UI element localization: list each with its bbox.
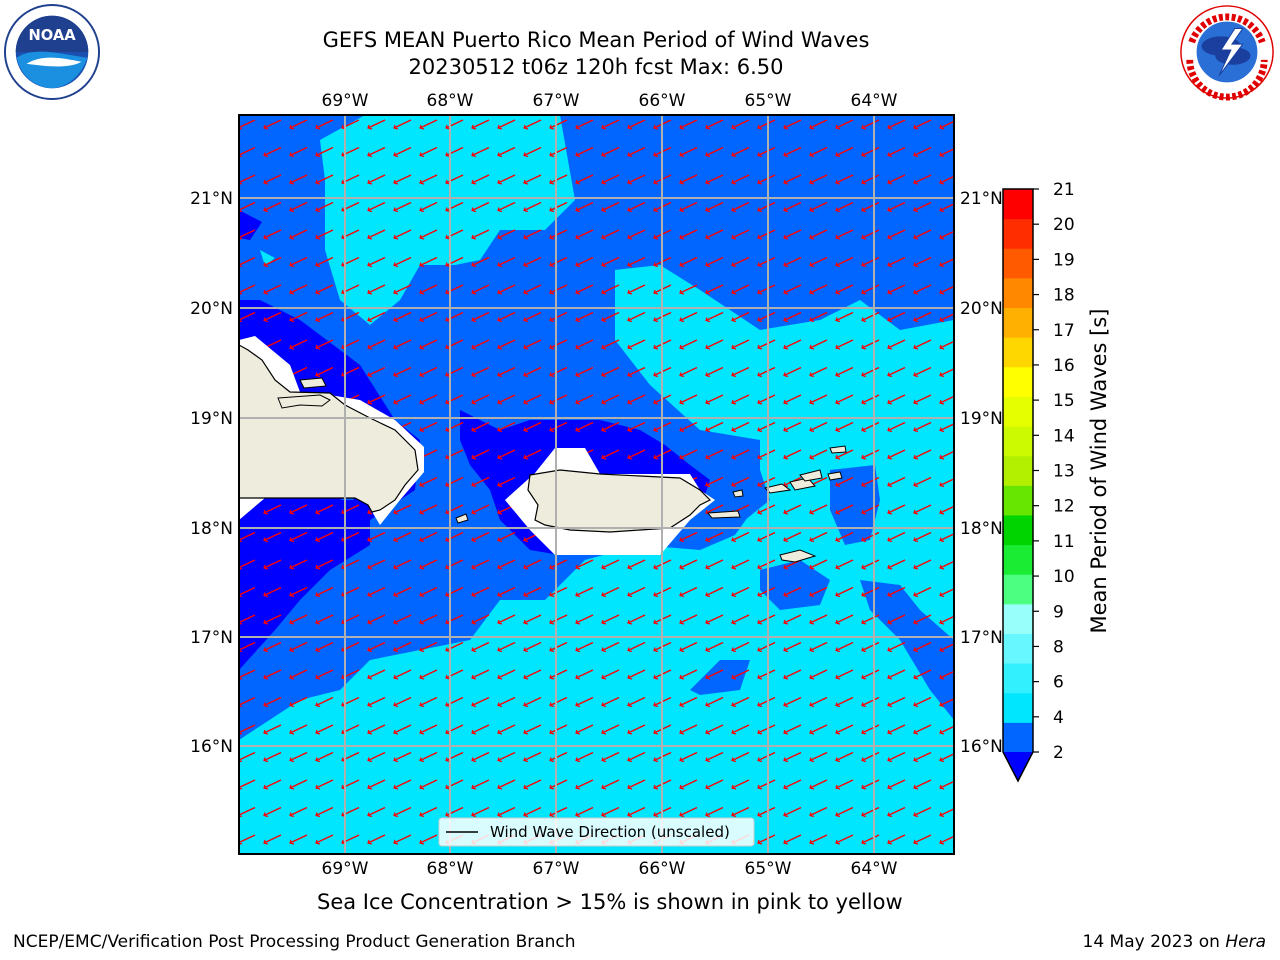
lon-label: 65°W bbox=[745, 91, 792, 111]
lon-label: 67°W bbox=[533, 91, 580, 111]
map-frame bbox=[238, 114, 955, 855]
lat-label: 20°N bbox=[960, 299, 1003, 319]
colorbar-tick-label: 15 bbox=[1053, 391, 1075, 411]
colorbar-segment bbox=[1003, 514, 1033, 546]
colorbar-under-triangle bbox=[1003, 752, 1033, 781]
colorbar-segment bbox=[1003, 396, 1033, 427]
lon-label: 68°W bbox=[427, 859, 474, 879]
lat-label: 18°N bbox=[190, 519, 233, 539]
lat-label: 16°N bbox=[960, 737, 1003, 757]
st-john-island bbox=[789, 477, 816, 491]
lat-label: 18°N bbox=[960, 519, 1003, 539]
colorbar-tick-label: 18 bbox=[1053, 286, 1075, 306]
colorbar-tick-label: 21 bbox=[1053, 180, 1075, 200]
colorbar-segment bbox=[1003, 337, 1033, 368]
colorbar-tick-label: 17 bbox=[1053, 321, 1075, 341]
lon-label: 68°W bbox=[427, 91, 474, 111]
coastline-north bbox=[299, 377, 327, 389]
chart-subtitle: 20230512 t06z 120h fcst Max: 6.50 bbox=[408, 55, 784, 79]
noaa-logo: NOAA bbox=[3, 3, 101, 101]
lat-label: 16°N bbox=[190, 737, 233, 757]
gridlines bbox=[239, 115, 954, 854]
colorbar-tick-label: 11 bbox=[1053, 532, 1075, 552]
lat-label: 20°N bbox=[190, 299, 233, 319]
lat-label: 17°N bbox=[190, 628, 233, 648]
colorbar-ticks: 2 4 6 8 9 10 11 12 13 14 15 16 17 18 19 20 21 bbox=[1033, 180, 1075, 763]
colorbar-segment bbox=[1003, 663, 1033, 694]
colorbar-segment bbox=[1003, 692, 1033, 723]
mona-island bbox=[455, 513, 469, 524]
lon-label: 67°W bbox=[533, 859, 580, 879]
lon-labels-top: 69°W 68°W 67°W 66°W 65°W 64°W bbox=[322, 91, 898, 111]
map-plot-area bbox=[239, 115, 954, 854]
noaa-logo-text: NOAA bbox=[28, 27, 76, 44]
colorbar-segment bbox=[1003, 366, 1033, 397]
colorbar-tick-label: 6 bbox=[1053, 673, 1064, 693]
lon-label: 64°W bbox=[851, 91, 898, 111]
tortola-island bbox=[799, 469, 823, 482]
footer-branch: NCEP/EMC/Verification Post Processing Pr… bbox=[13, 932, 576, 952]
colorbar-segment bbox=[1003, 277, 1033, 309]
lon-label: 69°W bbox=[322, 91, 369, 111]
legend-label: Wind Wave Direction (unscaled) bbox=[490, 823, 730, 841]
footer-date-text: 14 May 2023 on bbox=[1082, 932, 1226, 952]
colorbar-tick-label: 13 bbox=[1053, 462, 1075, 482]
colorbar-segment bbox=[1003, 455, 1033, 486]
vieques-island bbox=[707, 510, 741, 519]
colorbar-tick-label: 9 bbox=[1053, 602, 1064, 622]
colorbar-segment bbox=[1003, 426, 1033, 457]
nws-logo bbox=[1180, 5, 1274, 101]
colorbar-tick-label: 19 bbox=[1053, 250, 1075, 270]
lon-label: 65°W bbox=[745, 859, 792, 879]
map-legend: Wind Wave Direction (unscaled) bbox=[438, 817, 755, 847]
puerto-rico-land bbox=[527, 469, 712, 533]
colorbar-tick-label: 2 bbox=[1053, 743, 1064, 763]
colorbar-segment bbox=[1003, 722, 1033, 753]
colorbar-segments bbox=[1003, 189, 1033, 753]
colorbar-segment bbox=[1003, 485, 1033, 516]
colorbar-segment bbox=[1003, 603, 1033, 634]
lon-label: 64°W bbox=[851, 859, 898, 879]
colorbar: 2 4 6 8 9 10 11 12 13 14 15 16 17 18 19 20 21 Mean Perio… bbox=[1002, 180, 1111, 783]
virgin-islands bbox=[707, 445, 847, 563]
lat-label: 19°N bbox=[960, 409, 1003, 429]
colorbar-segment bbox=[1003, 248, 1033, 279]
colorbar-tick-label: 12 bbox=[1053, 497, 1075, 517]
lon-label: 66°W bbox=[639, 859, 686, 879]
lat-label: 19°N bbox=[190, 409, 233, 429]
footer-machine: Hera bbox=[1225, 932, 1266, 952]
colorbar-outline bbox=[1002, 188, 1034, 783]
lat-labels-right: 21°N 20°N 19°N 18°N 17°N 16°N bbox=[960, 189, 1003, 757]
colorbar-segment bbox=[1003, 218, 1033, 249]
chart-title: GEFS MEAN Puerto Rico Mean Period of Win… bbox=[322, 28, 870, 52]
colorbar-tick-label: 4 bbox=[1053, 708, 1064, 728]
lon-label: 66°W bbox=[639, 91, 686, 111]
anegada-island bbox=[829, 445, 847, 454]
st-croix-island bbox=[779, 549, 817, 563]
lat-label: 21°N bbox=[960, 189, 1003, 209]
colorbar-segment bbox=[1003, 574, 1033, 605]
colorbar-tick-label: 20 bbox=[1053, 215, 1075, 235]
colorbar-tick-label: 8 bbox=[1053, 637, 1064, 657]
colorbar-tick-label: 10 bbox=[1053, 567, 1075, 587]
lat-label: 17°N bbox=[960, 628, 1003, 648]
lon-labels-bottom: 69°W 68°W 67°W 66°W 65°W 64°W bbox=[322, 859, 898, 879]
colorbar-segment bbox=[1003, 189, 1033, 220]
samana-land bbox=[277, 394, 331, 409]
colorbar-segment bbox=[1003, 544, 1033, 575]
sea-ice-caption: Sea Ice Concentration > 15% is shown in … bbox=[317, 890, 903, 914]
colorbar-segment bbox=[1003, 307, 1033, 338]
colorbar-segment bbox=[1003, 633, 1033, 664]
lon-label: 69°W bbox=[322, 859, 369, 879]
lat-label: 21°N bbox=[190, 189, 233, 209]
colorbar-tick-label: 16 bbox=[1053, 356, 1075, 376]
hispaniola-land bbox=[239, 344, 419, 513]
lat-labels-left: 21°N 20°N 19°N 18°N 17°N 16°N bbox=[190, 189, 233, 757]
culebra-island bbox=[732, 489, 744, 498]
colorbar-tick-label: 14 bbox=[1053, 426, 1075, 446]
footer-date: 14 May 2023 on Hera bbox=[1083, 932, 1267, 952]
colorbar-label: Mean Period of Wind Waves [s] bbox=[1087, 309, 1111, 634]
virgin-gorda-island bbox=[827, 471, 843, 481]
